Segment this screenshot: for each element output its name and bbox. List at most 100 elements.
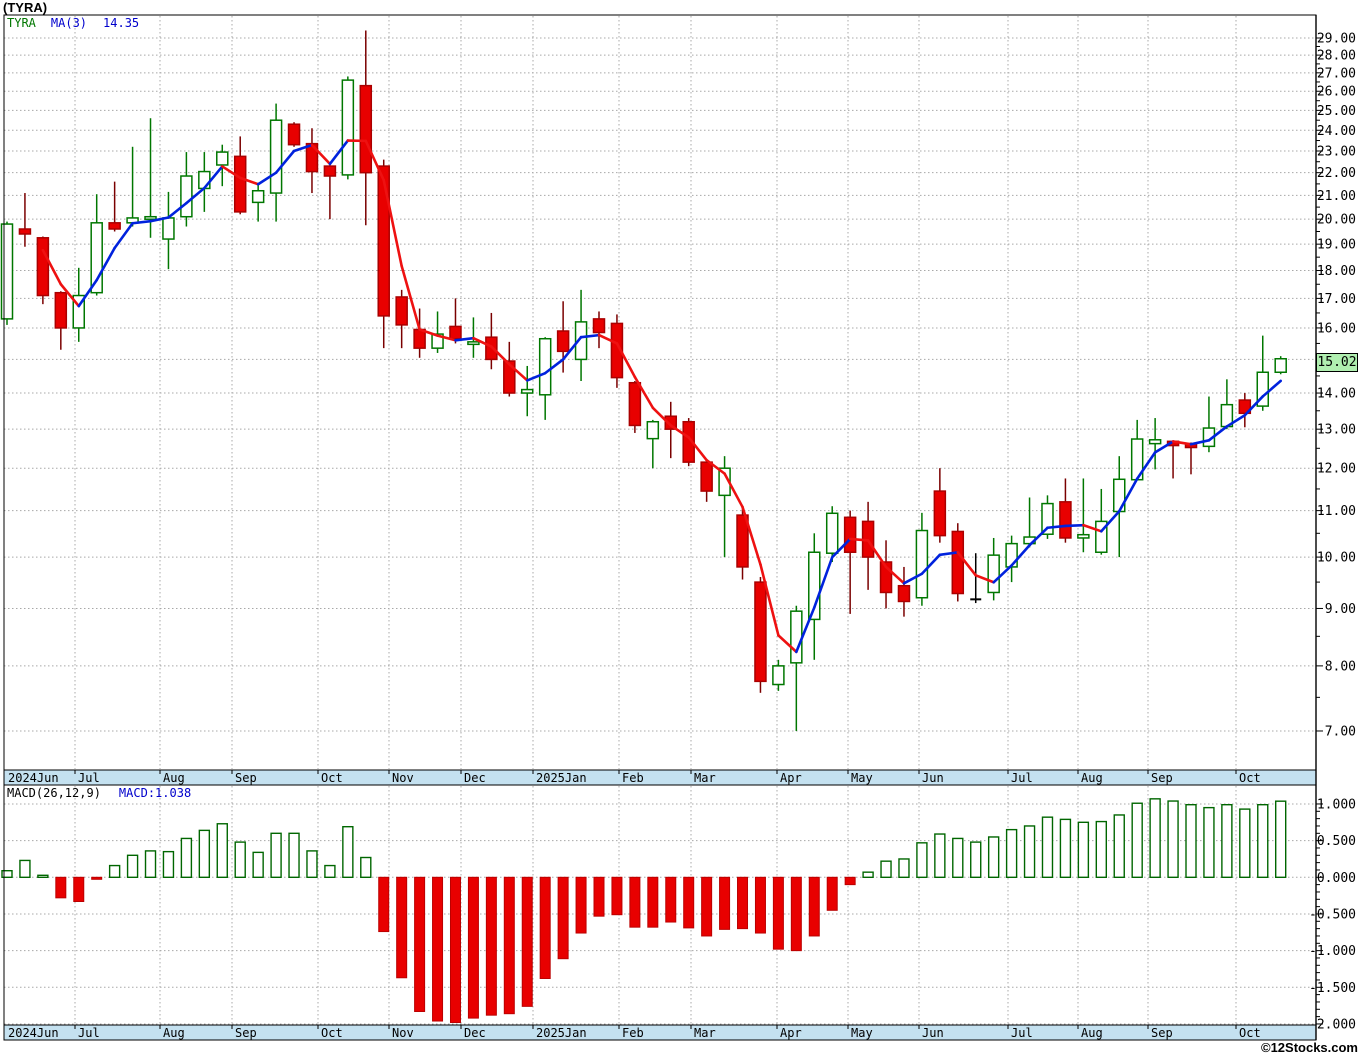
macd-bar [772, 876, 784, 950]
macd-bar [288, 832, 300, 879]
ma3-line-segment [615, 342, 637, 379]
month-label: 2024Jun [8, 771, 59, 785]
candlestick [700, 461, 713, 492]
month-label: 2025Jan [536, 771, 587, 785]
candlestick [144, 215, 157, 220]
page-title: (TYRA) [3, 0, 48, 15]
candlestick [538, 337, 552, 396]
price-axis-label: 12.00 [1317, 462, 1356, 477]
macd-bar [126, 854, 139, 879]
price-axis-label: 13.00 [1317, 423, 1356, 438]
macd-bar [987, 836, 1000, 879]
candlestick [18, 228, 32, 235]
ma3-line-segment [723, 472, 744, 509]
ma3-line-segment [95, 246, 116, 282]
ma3-line-segment [220, 165, 242, 180]
macd-bar [1221, 804, 1233, 879]
candlestick [1148, 439, 1162, 445]
price-axis-label: 16.00 [1317, 321, 1356, 336]
candlestick [0, 223, 14, 320]
macd-bar [108, 864, 121, 878]
macd-indicator-label: MACD(26,12,9) [7, 786, 101, 800]
ma3-line-segment [454, 336, 475, 342]
ma3-line-segment [795, 606, 816, 654]
candlestick [1005, 542, 1018, 568]
macd-bar [1041, 816, 1054, 878]
macd-bar [1167, 800, 1179, 879]
macd-bar [539, 876, 551, 979]
macd-axis-label: 1.000 [1317, 797, 1356, 812]
month-label: Sep [1151, 1026, 1173, 1040]
macd-bar [719, 876, 731, 930]
macd-current-value: MACD:1.038 [118, 786, 192, 800]
month-label: Aug [163, 1026, 185, 1040]
candlestick [467, 341, 480, 346]
ma3-line-segment [1064, 523, 1085, 528]
macd-bar [754, 876, 766, 934]
macd-bar [1131, 802, 1143, 878]
month-label: Sep [235, 1026, 257, 1040]
macd-bar [1023, 825, 1036, 878]
candlestick [1041, 502, 1054, 535]
month-label: Oct [1239, 1026, 1261, 1040]
candlestick [987, 554, 1000, 594]
ma3-line-segment [1225, 413, 1247, 428]
ma3-line-segment [77, 278, 98, 308]
month-label: Aug [163, 771, 185, 785]
ma3-line-segment [1189, 439, 1211, 446]
macd-bar [1257, 804, 1269, 879]
ma3-line-segment [1135, 451, 1157, 481]
candlestick [395, 296, 408, 326]
axis-labels: 29.00 28.00 27.00 26.00 25.00 24.00 23.00 22.00… [3, 14, 1356, 1041]
candlestick [664, 415, 678, 430]
month-label: Jun [922, 771, 944, 785]
ma3-line-segment [382, 178, 403, 268]
symbol-label: TYRA [7, 16, 36, 30]
macd-bar [234, 841, 246, 879]
candlestick [503, 360, 516, 394]
macd-bar [378, 876, 390, 933]
candlestick [1077, 533, 1090, 539]
ma3-line-segment [1261, 379, 1282, 398]
candlestick [251, 189, 265, 204]
macd-bar [611, 876, 623, 916]
ma3-line-segment [651, 406, 673, 427]
price-axis-label: 19.00 [1317, 238, 1356, 253]
macd-bar [73, 876, 85, 902]
month-label: Mar [694, 771, 716, 785]
month-label: Oct [321, 771, 343, 785]
ma3-line-segment [1117, 477, 1139, 513]
month-label: Jun [922, 1026, 944, 1040]
month-label: May [851, 1026, 873, 1040]
candlestick [359, 84, 373, 174]
last-price-tag: 15.02 [1316, 353, 1358, 372]
ma3-line-segment [1010, 543, 1031, 567]
ma3-line-segment [274, 149, 296, 174]
macd-bar [629, 876, 641, 928]
ma3-line-segment [292, 143, 314, 153]
macd-bar [737, 876, 749, 930]
ma3-line-segment [508, 363, 529, 382]
macd-bar [952, 837, 964, 879]
price-axis-label: 18.00 [1317, 264, 1356, 279]
ma3-line-segment [436, 334, 457, 342]
ma-label: MA(3) [50, 16, 88, 30]
ma3-line-segment [113, 221, 134, 250]
ma3-line-segment [884, 565, 906, 585]
ma3-line-segment [633, 375, 655, 410]
macd-bar [432, 876, 444, 1022]
candlestick [772, 665, 785, 686]
candlestick [790, 610, 803, 664]
ma3-line-segment [920, 553, 942, 576]
price-axis-label: 17.00 [1317, 292, 1356, 307]
macd-bar [593, 876, 605, 917]
macd-axis-label: -1.000 [1309, 944, 1356, 959]
ma3-line-segment [812, 555, 834, 609]
candlestick [216, 151, 229, 166]
macd-bar [790, 876, 802, 952]
candlestick [90, 222, 103, 294]
ma3-line-segment [167, 201, 188, 219]
candlestick [808, 551, 821, 621]
ma3-line-segment [41, 248, 63, 286]
